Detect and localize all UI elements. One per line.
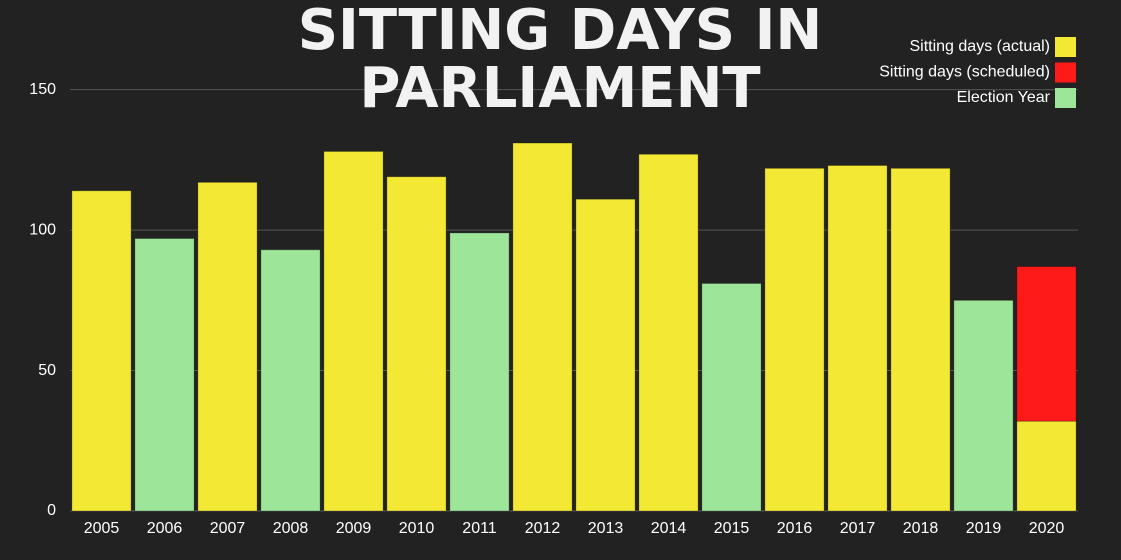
chart-title: SITTING DAYS IN PARLIAMENT: [297, 0, 823, 121]
bar-segment: [197, 181, 258, 512]
bar-segment: [638, 153, 699, 512]
x-tick-label: 2017: [840, 520, 876, 537]
y-tick-label: 150: [29, 81, 56, 98]
x-tick-label: 2014: [651, 520, 687, 537]
x-tick-label: 2006: [147, 520, 183, 537]
legend-label: Sitting days (actual): [909, 38, 1050, 55]
bar-segment: [323, 150, 384, 512]
x-tick-label: 2020: [1029, 520, 1065, 537]
bar-segment: [701, 282, 762, 512]
x-tick-label: 2010: [399, 520, 435, 537]
bar-segment: [764, 167, 825, 512]
bar-segment: [134, 238, 195, 512]
x-tick-label: 2012: [525, 520, 561, 537]
legend-swatch: [1055, 62, 1076, 83]
bar-segment: [512, 142, 573, 512]
x-tick-label: 2009: [336, 520, 372, 537]
x-tick-label: 2011: [462, 520, 497, 537]
x-tick-label: 2008: [273, 520, 309, 537]
bar-segment: [1016, 420, 1077, 512]
bar-segment: [260, 249, 321, 512]
bar-segment: [1016, 266, 1077, 422]
legend-label: Election Year: [957, 89, 1051, 106]
y-tick-label: 0: [47, 502, 56, 519]
bar-segment: [386, 176, 447, 512]
bar-segment: [953, 299, 1014, 512]
x-tick-label: 2007: [210, 520, 246, 537]
legend-swatch: [1055, 88, 1076, 108]
y-tick-label: 100: [29, 221, 56, 238]
x-tick-label: 2016: [777, 520, 813, 537]
x-tick-label: 2013: [588, 520, 624, 537]
bar-segment: [890, 167, 951, 512]
legend-swatch: [1055, 37, 1076, 57]
x-tick-label: 2019: [966, 520, 1002, 537]
x-tick-label: 2015: [714, 520, 750, 537]
bar-segment: [827, 165, 888, 512]
legend-label: Sitting days (scheduled): [879, 64, 1050, 81]
x-tick-label: 2018: [903, 520, 939, 537]
y-tick-label: 50: [38, 362, 56, 379]
bar-segment: [575, 198, 636, 512]
bar-segment: [449, 232, 510, 512]
x-tick-label: 2005: [84, 520, 120, 537]
bar-segment: [71, 190, 132, 512]
